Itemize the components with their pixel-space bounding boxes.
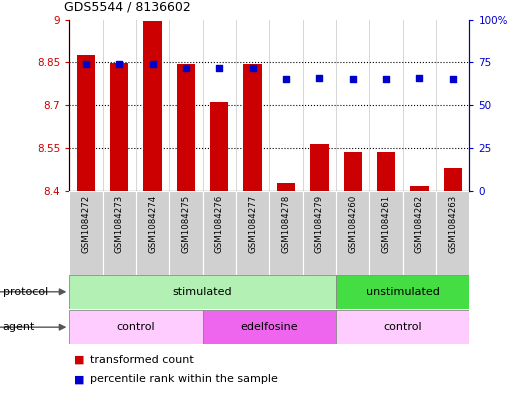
Bar	[244, 64, 262, 191]
Text: protocol: protocol	[3, 287, 48, 297]
Bar	[336, 191, 369, 275]
Text: transformed count: transformed count	[90, 354, 193, 365]
Bar	[177, 64, 195, 191]
Text: control: control	[116, 322, 155, 332]
Point	[149, 61, 157, 67]
Bar	[403, 191, 436, 275]
Bar	[236, 191, 269, 275]
Bar	[69, 191, 103, 275]
Bar	[336, 310, 469, 344]
Text: percentile rank within the sample: percentile rank within the sample	[90, 374, 278, 384]
Text: GSM1084272: GSM1084272	[82, 195, 90, 253]
Bar	[144, 21, 162, 191]
Text: GSM1084273: GSM1084273	[115, 195, 124, 253]
Text: GSM1084278: GSM1084278	[282, 195, 290, 253]
Text: GSM1084275: GSM1084275	[182, 195, 190, 253]
Point	[248, 64, 256, 71]
Bar	[310, 143, 328, 191]
Bar	[269, 191, 303, 275]
Point	[416, 75, 424, 81]
Text: edelfosine: edelfosine	[241, 322, 298, 332]
Bar	[336, 275, 469, 309]
Text: GSM1084279: GSM1084279	[315, 195, 324, 253]
Bar	[444, 168, 462, 191]
Bar	[69, 275, 336, 309]
Text: control: control	[383, 322, 422, 332]
Text: GSM1084263: GSM1084263	[448, 195, 457, 253]
Text: GSM1084261: GSM1084261	[382, 195, 390, 253]
Bar	[410, 186, 428, 191]
Text: GSM1084260: GSM1084260	[348, 195, 357, 253]
Point	[182, 64, 190, 71]
Point	[115, 61, 124, 67]
Point	[349, 76, 357, 83]
Point	[382, 76, 390, 83]
Bar	[77, 55, 95, 191]
Text: ■: ■	[74, 374, 85, 384]
Bar	[344, 152, 362, 191]
Bar	[436, 191, 469, 275]
Text: GSM1084262: GSM1084262	[415, 195, 424, 253]
Text: ■: ■	[74, 354, 85, 365]
Point	[448, 76, 457, 83]
Bar	[103, 191, 136, 275]
Bar	[69, 310, 203, 344]
Point	[315, 75, 323, 81]
Bar	[210, 102, 228, 191]
Text: GSM1084276: GSM1084276	[215, 195, 224, 253]
Bar	[203, 191, 236, 275]
Bar	[110, 63, 128, 191]
Bar	[203, 310, 336, 344]
Text: GSM1084274: GSM1084274	[148, 195, 157, 253]
Text: unstimulated: unstimulated	[366, 287, 440, 297]
Bar	[136, 191, 169, 275]
Bar	[169, 191, 203, 275]
Point	[282, 76, 290, 83]
Point	[215, 64, 224, 71]
Point	[82, 61, 90, 67]
Text: agent: agent	[3, 322, 35, 332]
Bar	[277, 184, 295, 191]
Text: GDS5544 / 8136602: GDS5544 / 8136602	[64, 1, 191, 14]
Bar	[303, 191, 336, 275]
Text: GSM1084277: GSM1084277	[248, 195, 257, 253]
Bar	[377, 152, 395, 191]
Text: stimulated: stimulated	[173, 287, 232, 297]
Bar	[369, 191, 403, 275]
